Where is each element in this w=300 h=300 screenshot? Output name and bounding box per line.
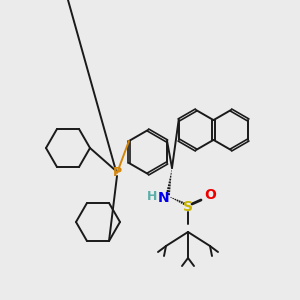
Text: S: S <box>183 200 193 214</box>
Text: N: N <box>158 191 170 205</box>
Text: O: O <box>204 188 216 202</box>
Text: P: P <box>112 167 122 179</box>
Text: H: H <box>147 190 157 202</box>
